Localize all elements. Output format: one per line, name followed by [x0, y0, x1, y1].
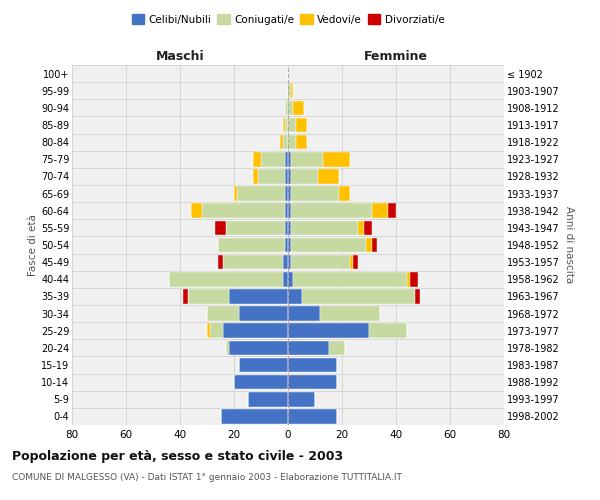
Bar	[223, 324, 288, 338]
Bar	[290, 204, 372, 218]
Bar	[253, 169, 259, 184]
Bar	[290, 186, 340, 201]
Bar	[239, 358, 288, 372]
Y-axis label: Anni di nascita: Anni di nascita	[563, 206, 574, 284]
Bar	[207, 306, 239, 321]
Bar	[283, 118, 286, 132]
Bar	[169, 272, 283, 286]
Text: Femmine: Femmine	[364, 50, 428, 64]
Bar	[207, 324, 210, 338]
Bar	[296, 118, 307, 132]
Bar	[415, 289, 420, 304]
Bar	[288, 204, 290, 218]
Bar	[350, 255, 353, 270]
Bar	[286, 238, 288, 252]
Bar	[283, 255, 288, 270]
Bar	[218, 238, 286, 252]
Bar	[288, 186, 290, 201]
Bar	[288, 272, 293, 286]
Text: Maschi: Maschi	[155, 50, 205, 64]
Bar	[293, 272, 407, 286]
Bar	[288, 255, 290, 270]
Bar	[364, 220, 372, 235]
Bar	[340, 186, 350, 201]
Bar	[318, 169, 340, 184]
Bar	[288, 324, 369, 338]
Bar	[288, 375, 337, 390]
Bar	[286, 118, 288, 132]
Bar	[286, 169, 288, 184]
Bar	[286, 100, 288, 115]
Bar	[388, 204, 396, 218]
Text: COMUNE DI MALGESSO (VA) - Dati ISTAT 1° gennaio 2003 - Elaborazione TUTTITALIA.I: COMUNE DI MALGESSO (VA) - Dati ISTAT 1° …	[12, 472, 402, 482]
Bar	[221, 409, 288, 424]
Bar	[288, 118, 296, 132]
Bar	[296, 135, 307, 150]
Bar	[286, 186, 288, 201]
Bar	[288, 358, 337, 372]
Bar	[329, 340, 344, 355]
Bar	[218, 255, 223, 270]
Bar	[286, 204, 288, 218]
Bar	[288, 409, 337, 424]
Bar	[366, 238, 372, 252]
Bar	[288, 152, 290, 166]
Bar	[236, 186, 286, 201]
Bar	[290, 238, 366, 252]
Bar	[226, 220, 286, 235]
Bar	[259, 169, 286, 184]
Bar	[223, 255, 283, 270]
Bar	[290, 84, 293, 98]
Bar	[210, 324, 223, 338]
Bar	[283, 135, 288, 150]
Bar	[372, 238, 377, 252]
Bar	[283, 272, 288, 286]
Bar	[229, 340, 288, 355]
Bar	[358, 220, 364, 235]
Bar	[407, 272, 409, 286]
Bar	[288, 135, 296, 150]
Bar	[234, 375, 288, 390]
Bar	[290, 169, 318, 184]
Bar	[288, 84, 290, 98]
Bar	[290, 220, 358, 235]
Bar	[323, 152, 350, 166]
Bar	[288, 220, 290, 235]
Bar	[229, 289, 288, 304]
Bar	[188, 289, 229, 304]
Bar	[202, 204, 286, 218]
Bar	[226, 340, 229, 355]
Bar	[288, 392, 315, 406]
Y-axis label: Fasce di età: Fasce di età	[28, 214, 38, 276]
Bar	[288, 169, 290, 184]
Bar	[191, 204, 202, 218]
Bar	[288, 340, 329, 355]
Bar	[248, 392, 288, 406]
Bar	[409, 272, 418, 286]
Bar	[234, 186, 236, 201]
Bar	[290, 255, 350, 270]
Bar	[288, 289, 302, 304]
Bar	[288, 238, 290, 252]
Bar	[288, 306, 320, 321]
Legend: Celibi/Nubili, Coniugati/e, Vedovi/e, Divorziati/e: Celibi/Nubili, Coniugati/e, Vedovi/e, Di…	[127, 10, 449, 29]
Bar	[353, 255, 358, 270]
Bar	[372, 204, 388, 218]
Bar	[261, 152, 286, 166]
Bar	[239, 306, 288, 321]
Bar	[286, 152, 288, 166]
Bar	[280, 135, 283, 150]
Bar	[290, 152, 323, 166]
Bar	[369, 324, 407, 338]
Bar	[182, 289, 188, 304]
Bar	[293, 100, 304, 115]
Bar	[302, 289, 415, 304]
Text: Popolazione per età, sesso e stato civile - 2003: Popolazione per età, sesso e stato civil…	[12, 450, 343, 463]
Bar	[288, 100, 293, 115]
Bar	[286, 220, 288, 235]
Bar	[215, 220, 226, 235]
Bar	[253, 152, 261, 166]
Bar	[320, 306, 380, 321]
